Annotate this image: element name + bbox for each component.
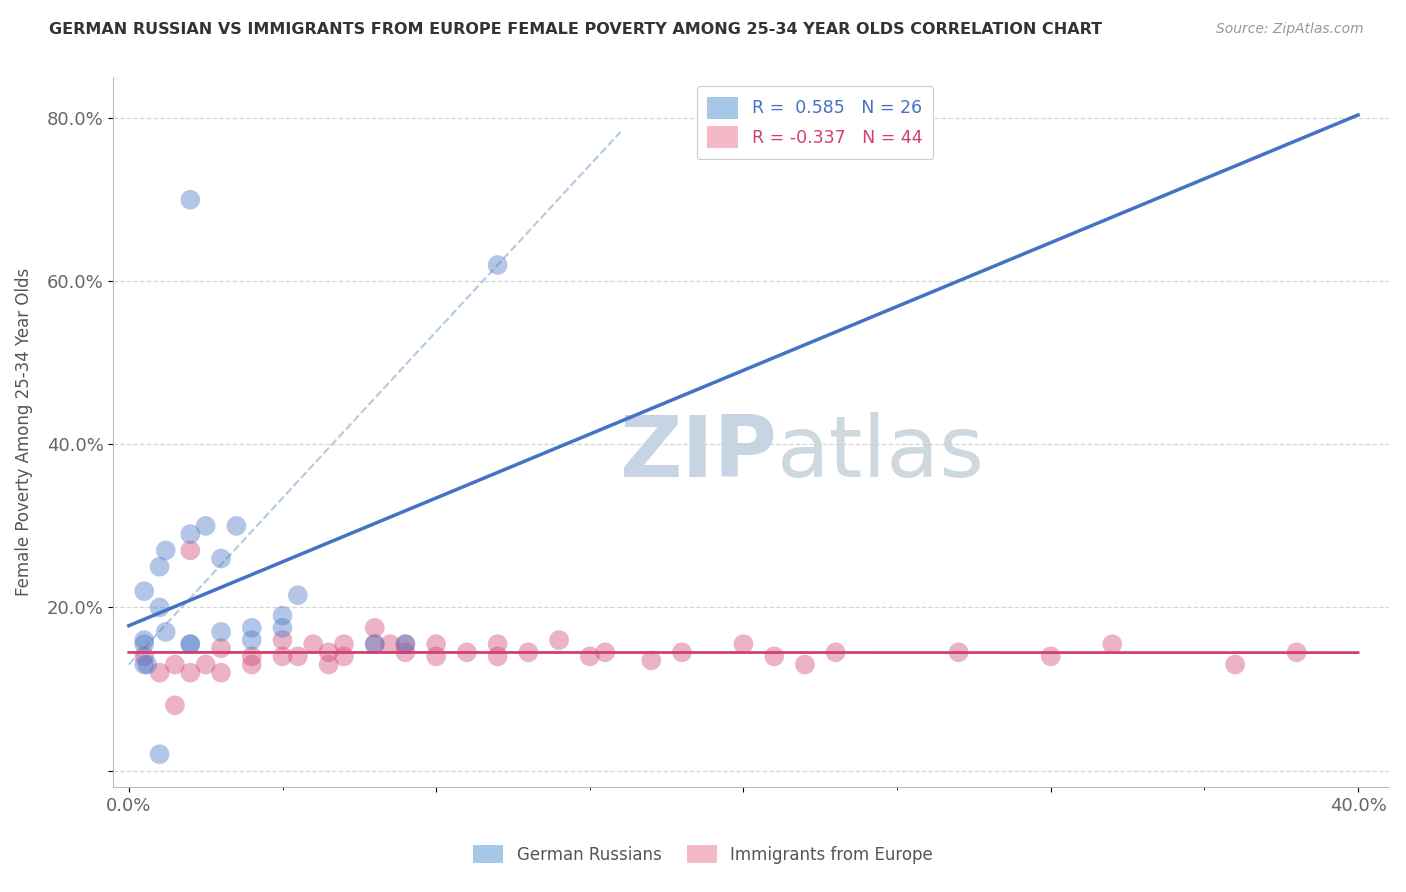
Point [155,543,177,558]
Point [640,653,662,667]
Point [948,645,970,659]
Point [209,551,232,566]
Point [179,543,201,558]
Text: Source: ZipAtlas.com: Source: ZipAtlas.com [1216,22,1364,37]
Legend: German Russians, Immigrants from Europe: German Russians, Immigrants from Europe [467,838,939,871]
Point [456,645,478,659]
Point [240,649,263,664]
Point [134,637,156,651]
Point [394,645,416,659]
Point [163,698,186,713]
Point [1223,657,1246,672]
Point [271,633,294,648]
Point [763,649,786,664]
Text: atlas: atlas [776,412,984,495]
Point [271,608,294,623]
Point [517,645,540,659]
Text: GERMAN RUSSIAN VS IMMIGRANTS FROM EUROPE FEMALE POVERTY AMONG 25-34 YEAR OLDS CO: GERMAN RUSSIAN VS IMMIGRANTS FROM EUROPE… [49,22,1102,37]
Point [425,649,447,664]
Point [486,637,509,651]
Point [486,258,509,272]
Point [209,665,232,680]
Point [134,657,156,672]
Point [179,527,201,541]
Point [179,665,201,680]
Point [240,621,263,635]
Point [149,559,172,574]
Point [163,657,186,672]
Point [363,637,385,651]
Point [1039,649,1062,664]
Point [179,637,201,651]
Point [209,641,232,656]
Point [287,649,309,664]
Point [179,637,201,651]
Point [149,747,172,762]
Point [1101,637,1123,651]
Point [271,649,294,664]
Point [378,637,401,651]
Point [155,624,177,639]
Point [318,657,340,672]
Point [486,649,509,664]
Point [134,584,156,599]
Point [425,637,447,651]
Point [240,657,263,672]
Point [333,649,356,664]
Y-axis label: Female Poverty Among 25-34 Year Olds: Female Poverty Among 25-34 Year Olds [15,268,32,596]
Point [271,621,294,635]
Point [394,637,416,651]
Point [1285,645,1308,659]
Point [225,519,247,533]
Text: ZIP: ZIP [619,412,776,495]
Point [733,637,755,651]
Point [363,637,385,651]
Point [394,637,416,651]
Point [149,665,172,680]
Point [134,633,156,648]
Point [578,649,600,664]
Point [333,637,356,651]
Point [194,657,217,672]
Point [824,645,846,659]
Point [209,624,232,639]
Point [671,645,693,659]
Point [287,588,309,602]
Point [149,600,172,615]
Point [593,645,616,659]
Point [363,621,385,635]
Point [548,633,571,648]
Point [136,657,159,672]
Point [194,519,217,533]
Point [134,649,156,664]
Legend: R =  0.585   N = 26, R = -0.337   N = 44: R = 0.585 N = 26, R = -0.337 N = 44 [696,87,934,159]
Point [302,637,325,651]
Point [793,657,815,672]
Point [240,633,263,648]
Point [179,193,201,207]
Point [318,645,340,659]
